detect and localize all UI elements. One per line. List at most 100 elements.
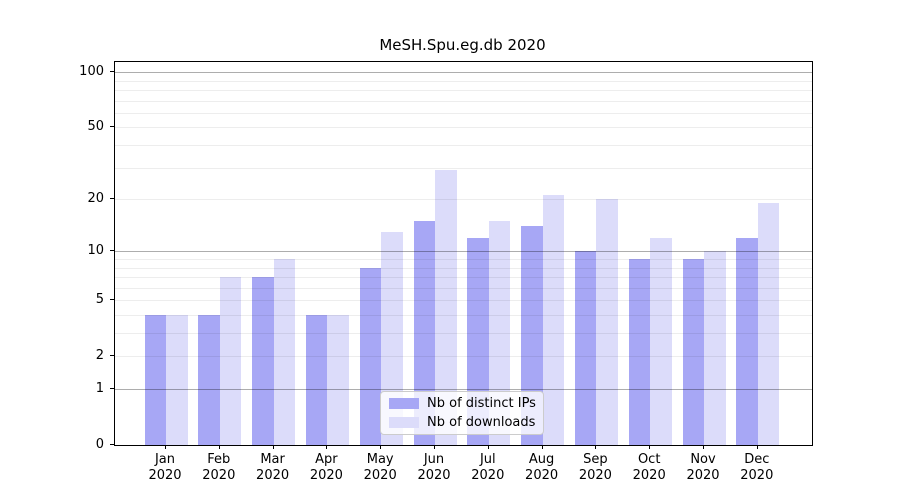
x-axis-tick [165,445,166,449]
x-tick-year: 2020 [202,468,236,483]
x-tick-month: Jul [479,452,496,467]
bar-ips-mar [252,277,274,445]
gridline-major [115,251,812,253]
y-axis-tick-label: 2 [95,347,104,363]
y-axis-tick-label: 50 [87,118,104,134]
x-axis-tick [703,445,704,449]
x-axis-tick-label: Jul 2020 [458,452,518,484]
legend-item-distinct-ips: Nb of distinct IPs [389,396,536,411]
y-axis-tick [110,444,114,445]
y-axis-tick-label: 100 [79,63,104,79]
bar-ips-oct [628,259,651,445]
x-tick-month: Dec [744,452,770,467]
x-axis-tick [326,445,328,449]
bar-ips-aug [521,226,543,445]
gridline-minor [115,267,812,269]
gridline-major [115,72,812,74]
plot-area [114,61,813,446]
x-axis-tick [380,445,382,449]
y-axis-tick-label: 10 [87,242,104,258]
gridline-minor [115,333,812,335]
bar-downloads-jul [488,221,511,445]
y-axis-tick [110,126,114,128]
x-axis-tick-label: Nov 2020 [673,452,733,484]
y-axis-tick [110,71,114,73]
y-axis-tick [110,388,114,389]
gridline-minor [115,100,812,102]
gridline-minor [115,145,812,147]
bar-ips-apr [305,314,328,445]
y-axis-tick-label: 20 [87,190,104,206]
x-tick-month: Sep [583,452,608,467]
y-axis-tick-label: 0 [95,436,104,452]
x-tick-year: 2020 [256,468,290,483]
legend-swatch-downloads [389,417,419,428]
y-axis-tick [110,299,114,301]
chart-title: MeSH.Spu.eg.db 2020 [379,36,546,54]
x-axis-tick [487,445,489,449]
x-axis-tick [756,445,758,449]
gridline-minor [115,356,812,358]
x-axis-tick-label: Sep 2020 [565,452,625,484]
x-tick-year: 2020 [525,468,559,483]
legend: Nb of distinct IPs Nb of downloads [380,391,544,435]
x-axis-tick-label: Mar 2020 [243,452,303,484]
x-tick-year: 2020 [578,468,612,483]
x-tick-year: 2020 [471,468,505,483]
gridline-minor [115,287,812,289]
gridline-minor [115,314,812,316]
x-tick-year: 2020 [417,468,451,483]
x-axis-tick-label: Oct 2020 [619,452,679,484]
x-tick-month: Aug [528,452,555,467]
x-tick-month: Oct [637,452,661,467]
x-tick-year: 2020 [148,468,182,483]
legend-label-downloads: Nb of downloads [427,415,536,430]
x-axis-tick [434,445,435,449]
y-axis-tick-label: 1 [95,380,104,396]
gridline-minor [115,167,812,169]
x-axis-tick [541,445,543,449]
legend-swatch-distinct-ips [389,398,419,409]
bar-downloads-nov [704,251,726,445]
x-axis-tick [595,445,597,449]
x-tick-month: Jun [423,452,445,467]
y-axis-tick [110,198,114,200]
gridline-major [115,389,812,390]
gridline-minor [115,199,812,201]
y-axis-tick [110,355,114,357]
x-axis-tick-label: Jan 2020 [135,452,195,484]
bar-ips-sep [574,251,597,445]
bar-downloads-aug [542,195,565,445]
gridline-minor [115,112,812,114]
bar-ips-may [359,267,382,445]
gridline-minor [115,300,812,302]
legend-label-distinct-ips: Nb of distinct IPs [427,396,536,411]
y-axis-tick [110,250,114,252]
bar-ips-feb [198,314,220,445]
x-axis-tick [272,445,274,449]
bar-ips-dec [736,237,758,445]
x-tick-month: Apr [315,452,338,467]
bar-ips-jan [144,314,166,445]
x-tick-month: May [366,452,394,467]
gridline-minor [115,90,812,92]
x-axis-tick [649,445,651,449]
legend-item-downloads: Nb of downloads [389,415,535,430]
x-axis-tick-label: Aug 2020 [512,452,572,484]
gridline-minor [115,277,812,279]
x-axis-tick-label: Feb 2020 [189,452,249,484]
x-tick-year: 2020 [309,468,343,483]
bar-downloads-jun [435,170,457,445]
x-axis-tick-label: Dec 2020 [727,452,787,484]
x-tick-year: 2020 [740,468,774,483]
x-tick-month: Nov [690,452,716,467]
gridline-minor [115,127,812,129]
bar-downloads-feb [219,277,242,445]
bar-downloads-apr [327,314,349,445]
x-tick-year: 2020 [686,468,720,483]
bar-downloads-mar [273,259,296,445]
x-tick-month: Feb [207,452,231,467]
bar-downloads-sep [596,199,618,445]
x-axis-tick-label: Jun 2020 [404,452,464,484]
